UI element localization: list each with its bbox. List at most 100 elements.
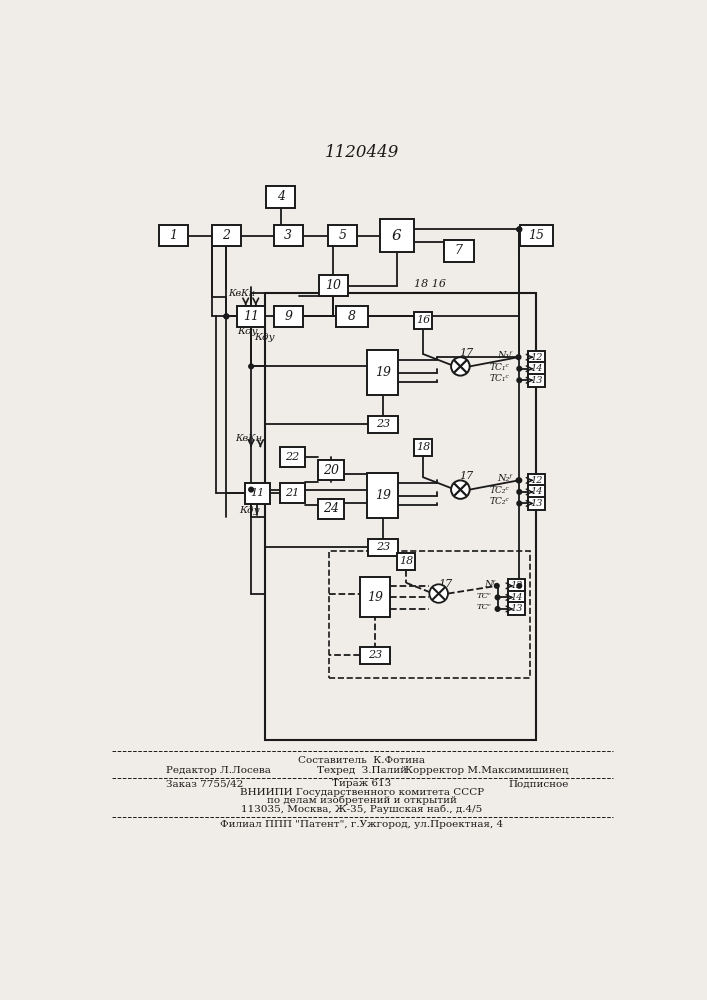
Bar — [361, 577, 390, 617]
Bar — [368, 416, 397, 433]
Text: 6: 6 — [392, 229, 402, 242]
Circle shape — [517, 478, 522, 483]
Text: 18: 18 — [399, 556, 414, 566]
Text: 7: 7 — [455, 244, 463, 257]
Bar — [237, 306, 265, 327]
Text: Корректор М.Максимишинец: Корректор М.Максимишинец — [405, 766, 569, 775]
Bar — [266, 186, 296, 208]
Bar — [280, 447, 305, 467]
Text: 12: 12 — [530, 476, 542, 485]
Bar — [528, 362, 545, 375]
Bar — [159, 225, 188, 246]
Text: 2: 2 — [222, 229, 230, 242]
Text: TCᶜ: TCᶜ — [477, 603, 491, 611]
Bar — [274, 306, 303, 327]
Text: 15: 15 — [528, 229, 544, 242]
Text: Техред  З.Палий: Техред З.Палий — [317, 766, 407, 775]
Text: TCᶜ: TCᶜ — [477, 592, 491, 600]
Circle shape — [224, 314, 228, 319]
Text: Кду: Кду — [240, 506, 260, 515]
Bar — [319, 275, 348, 296]
Text: 13: 13 — [530, 499, 542, 508]
Text: Тираж 613: Тираж 613 — [332, 779, 392, 788]
Text: Кду: Кду — [255, 333, 275, 342]
Bar — [414, 439, 433, 456]
Circle shape — [495, 595, 500, 600]
Text: 21: 21 — [285, 488, 299, 498]
Circle shape — [495, 607, 500, 611]
Bar — [444, 240, 474, 262]
Text: 1120449: 1120449 — [325, 144, 399, 161]
Text: Кду: Кду — [237, 327, 258, 336]
Text: Заказ 7755/42: Заказ 7755/42 — [166, 779, 243, 788]
Text: 3: 3 — [284, 229, 292, 242]
Circle shape — [517, 501, 522, 506]
Circle shape — [429, 584, 448, 603]
Text: 5: 5 — [339, 229, 346, 242]
Bar — [368, 539, 397, 556]
Text: Nᶠ: Nᶠ — [484, 580, 494, 589]
Text: 17: 17 — [460, 471, 474, 481]
Text: 12: 12 — [530, 353, 542, 362]
Text: 18: 18 — [416, 442, 431, 452]
Text: ВНИИПИ Государственного комитета СССР: ВНИИПИ Государственного комитета СССР — [240, 788, 484, 797]
Text: КвКн: КвКн — [228, 289, 255, 298]
Circle shape — [249, 364, 253, 369]
Text: N₂ᶠ: N₂ᶠ — [498, 474, 513, 483]
Text: 11: 11 — [243, 310, 259, 323]
Text: 18 16: 18 16 — [414, 279, 446, 289]
Text: 19: 19 — [375, 489, 391, 502]
Text: 22: 22 — [285, 452, 299, 462]
Text: 23: 23 — [375, 419, 390, 429]
Bar — [414, 312, 433, 329]
Bar — [397, 553, 416, 570]
Circle shape — [517, 584, 522, 588]
Text: 20: 20 — [323, 464, 339, 477]
Text: 23: 23 — [368, 650, 382, 660]
Bar — [274, 225, 303, 246]
Circle shape — [517, 227, 522, 232]
Bar — [528, 474, 545, 487]
Bar — [361, 647, 390, 664]
Text: Подписное: Подписное — [508, 779, 569, 788]
Bar — [528, 351, 545, 364]
Bar — [508, 579, 525, 592]
Circle shape — [494, 584, 499, 588]
Bar — [280, 483, 305, 503]
Circle shape — [249, 487, 253, 492]
Text: Составитель  К.Фотина: Составитель К.Фотина — [298, 756, 426, 765]
Text: КвКн: КвКн — [235, 434, 262, 443]
Circle shape — [517, 366, 522, 371]
Circle shape — [451, 480, 469, 499]
Text: 13: 13 — [510, 604, 522, 613]
Text: TC₁ᶜ: TC₁ᶜ — [489, 363, 509, 372]
Circle shape — [224, 314, 228, 319]
Bar — [380, 219, 414, 252]
Bar — [528, 374, 545, 387]
Circle shape — [517, 227, 522, 232]
Text: 13: 13 — [530, 376, 542, 385]
Text: 24: 24 — [323, 502, 339, 515]
Bar — [508, 591, 525, 604]
Bar — [520, 225, 553, 246]
Text: 14: 14 — [530, 487, 542, 496]
Text: 23: 23 — [375, 542, 390, 552]
Bar — [245, 483, 270, 504]
Text: 19: 19 — [367, 591, 383, 604]
Text: 16: 16 — [416, 315, 431, 325]
Bar — [329, 551, 530, 678]
Bar — [317, 499, 344, 519]
Circle shape — [516, 355, 521, 359]
Circle shape — [517, 490, 522, 494]
Text: 4: 4 — [276, 190, 285, 204]
Bar — [368, 473, 398, 518]
Bar — [211, 225, 241, 246]
Text: по делам изобретений и открытий: по делам изобретений и открытий — [267, 796, 457, 805]
Circle shape — [517, 378, 522, 383]
Text: 11: 11 — [250, 488, 264, 498]
Text: 12: 12 — [510, 581, 522, 590]
Text: Редактор Л.Лосева: Редактор Л.Лосева — [166, 766, 271, 775]
Bar — [528, 485, 545, 498]
Text: TC₂ᶜ: TC₂ᶜ — [489, 486, 509, 495]
Bar — [265, 293, 537, 740]
